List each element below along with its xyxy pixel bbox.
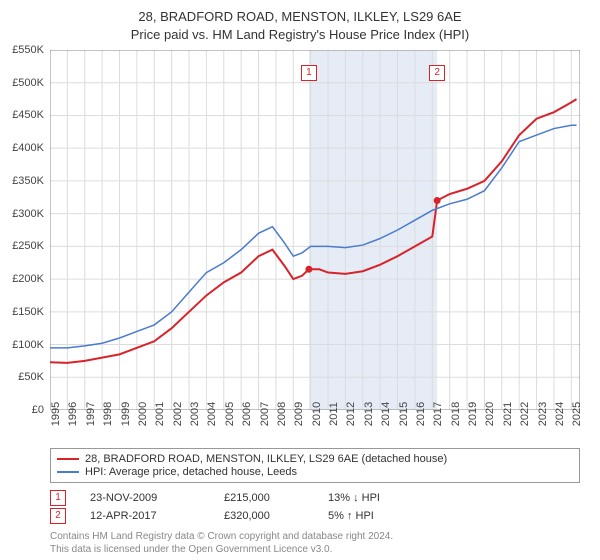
legend-label: 28, BRADFORD ROAD, MENSTON, ILKLEY, LS29…: [85, 453, 447, 465]
x-axis-tick: 2004: [206, 402, 218, 426]
footer-line-1: Contains HM Land Registry data © Crown c…: [50, 530, 393, 543]
sale-marker: 2: [429, 65, 445, 81]
x-axis-tick: 2023: [537, 402, 549, 426]
y-axis-tick: £150K: [12, 306, 44, 318]
x-axis-tick: 2015: [398, 402, 410, 426]
x-axis-tick: 2019: [467, 402, 479, 426]
sale-pct-vs-hpi: 13% ↓ HPI: [328, 492, 380, 504]
y-axis-tick: £450K: [12, 109, 44, 121]
x-axis-tick: 2017: [432, 402, 444, 426]
x-axis-tick: 2016: [415, 402, 427, 426]
legend-item: 28, BRADFORD ROAD, MENSTON, ILKLEY, LS29…: [57, 453, 573, 465]
y-axis-tick: £350K: [12, 175, 44, 187]
y-axis-tick: £300K: [12, 208, 44, 220]
sale-pct-vs-hpi: 5% ↑ HPI: [328, 510, 374, 522]
page-root: 28, BRADFORD ROAD, MENSTON, ILKLEY, LS29…: [0, 0, 600, 560]
legend-item: HPI: Average price, detached house, Leed…: [57, 466, 573, 478]
y-axis-tick: £500K: [12, 77, 44, 89]
x-axis-tick: 2005: [224, 402, 236, 426]
y-axis-tick: £200K: [12, 273, 44, 285]
chart-title: 28, BRADFORD ROAD, MENSTON, ILKLEY, LS29…: [0, 0, 600, 44]
title-line-2: Price paid vs. HM Land Registry's House …: [0, 26, 600, 44]
y-axis-tick: £400K: [12, 142, 44, 154]
x-axis-tick: 2018: [450, 402, 462, 426]
x-axis-tick: 2006: [241, 402, 253, 426]
x-axis-tick: 2021: [502, 402, 514, 426]
sale-price: £215,000: [224, 492, 304, 504]
x-axis-tick: 1998: [102, 402, 114, 426]
x-axis-tick: 1996: [67, 402, 79, 426]
legend-box: 28, BRADFORD ROAD, MENSTON, ILKLEY, LS29…: [50, 448, 580, 483]
x-axis-tick: 2008: [276, 402, 288, 426]
x-axis-tick: 2013: [363, 402, 375, 426]
y-axis-tick: £100K: [12, 339, 44, 351]
sale-row-marker: 1: [50, 490, 66, 506]
legend-swatch: [57, 458, 79, 460]
x-axis-tick: 2024: [554, 402, 566, 426]
y-axis-tick: £0: [32, 404, 44, 416]
y-axis-tick: £50K: [18, 371, 44, 383]
x-axis-tick: 2001: [154, 402, 166, 426]
sale-row: 1 23-NOV-2009 £215,000 13% ↓ HPI: [50, 490, 580, 506]
x-axis-tick: 1995: [50, 402, 62, 426]
x-axis-tick: 2002: [172, 402, 184, 426]
x-axis-tick: 1997: [85, 402, 97, 426]
sale-row-marker: 2: [50, 508, 66, 524]
chart-area: £0£50K£100K£150K£200K£250K£300K£350K£400…: [50, 50, 580, 410]
x-axis-tick: 2014: [380, 402, 392, 426]
x-axis-tick: 2003: [189, 402, 201, 426]
x-axis-tick: 2025: [571, 402, 583, 426]
x-axis-tick: 2009: [293, 402, 305, 426]
sale-marker: 1: [301, 65, 317, 81]
y-axis-tick: £550K: [12, 44, 44, 56]
footer-line-2: This data is licensed under the Open Gov…: [50, 543, 393, 556]
sale-date: 12-APR-2017: [90, 510, 200, 522]
legend-swatch: [57, 471, 79, 473]
sale-date: 23-NOV-2009: [90, 492, 200, 504]
x-axis-tick: 2012: [345, 402, 357, 426]
x-axis-tick: 2000: [137, 402, 149, 426]
x-axis-tick: 1999: [120, 402, 132, 426]
footer-text: Contains HM Land Registry data © Crown c…: [50, 530, 393, 556]
sale-price: £320,000: [224, 510, 304, 522]
y-axis-tick: £250K: [12, 240, 44, 252]
title-line-1: 28, BRADFORD ROAD, MENSTON, ILKLEY, LS29…: [0, 8, 600, 26]
x-axis-tick: 2020: [484, 402, 496, 426]
legend-label: HPI: Average price, detached house, Leed…: [85, 466, 297, 478]
x-axis-tick: 2022: [519, 402, 531, 426]
chart-svg: [50, 50, 580, 410]
x-axis-tick: 2010: [311, 402, 323, 426]
x-axis-tick: 2011: [328, 402, 340, 426]
sale-row: 2 12-APR-2017 £320,000 5% ↑ HPI: [50, 508, 580, 524]
x-axis-tick: 2007: [259, 402, 271, 426]
